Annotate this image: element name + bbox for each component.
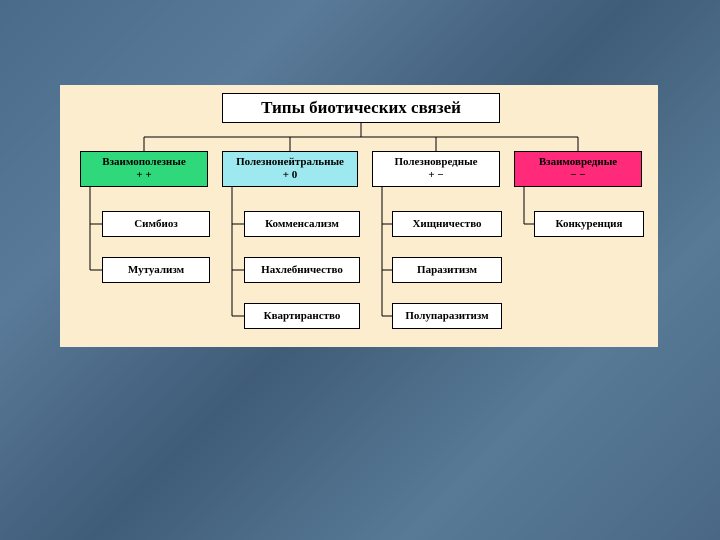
child-c1-0: Симбиоз: [102, 211, 210, 237]
child-label: Комменсализм: [265, 218, 339, 231]
child-c2-1: Нахлебничество: [244, 257, 360, 283]
category-sign: + −: [428, 169, 443, 182]
category-c4: Взаимовредные− −: [514, 151, 642, 187]
child-label: Полупаразитизм: [405, 310, 488, 323]
child-c2-2: Квартиранство: [244, 303, 360, 329]
child-label: Конкуренция: [556, 218, 623, 231]
child-label: Симбиоз: [134, 218, 178, 231]
category-label: Полезнонейтральные: [236, 156, 344, 169]
child-label: Нахлебничество: [261, 264, 343, 277]
child-label: Паразитизм: [417, 264, 477, 277]
child-c3-1: Паразитизм: [392, 257, 502, 283]
child-c2-0: Комменсализм: [244, 211, 360, 237]
category-c2: Полезнонейтральные+ 0: [222, 151, 358, 187]
child-label: Квартиранство: [264, 310, 341, 323]
category-c3: Полезновредные+ −: [372, 151, 500, 187]
category-sign: + 0: [283, 169, 298, 182]
child-c1-1: Мутуализм: [102, 257, 210, 283]
diagram-title: Типы биотических связей: [222, 93, 500, 123]
diagram-panel: Типы биотических связей Взаимополезные+ …: [60, 85, 658, 347]
child-label: Мутуализм: [128, 264, 184, 277]
category-label: Полезновредные: [394, 156, 477, 169]
child-label: Хищничество: [412, 218, 481, 231]
category-label: Взаимополезные: [102, 156, 185, 169]
category-label: Взаимовредные: [539, 156, 617, 169]
category-c1: Взаимополезные+ +: [80, 151, 208, 187]
child-c3-0: Хищничество: [392, 211, 502, 237]
category-sign: − −: [570, 169, 585, 182]
diagram-title-text: Типы биотических связей: [261, 98, 461, 118]
category-sign: + +: [136, 169, 151, 182]
child-c4-0: Конкуренция: [534, 211, 644, 237]
child-c3-2: Полупаразитизм: [392, 303, 502, 329]
